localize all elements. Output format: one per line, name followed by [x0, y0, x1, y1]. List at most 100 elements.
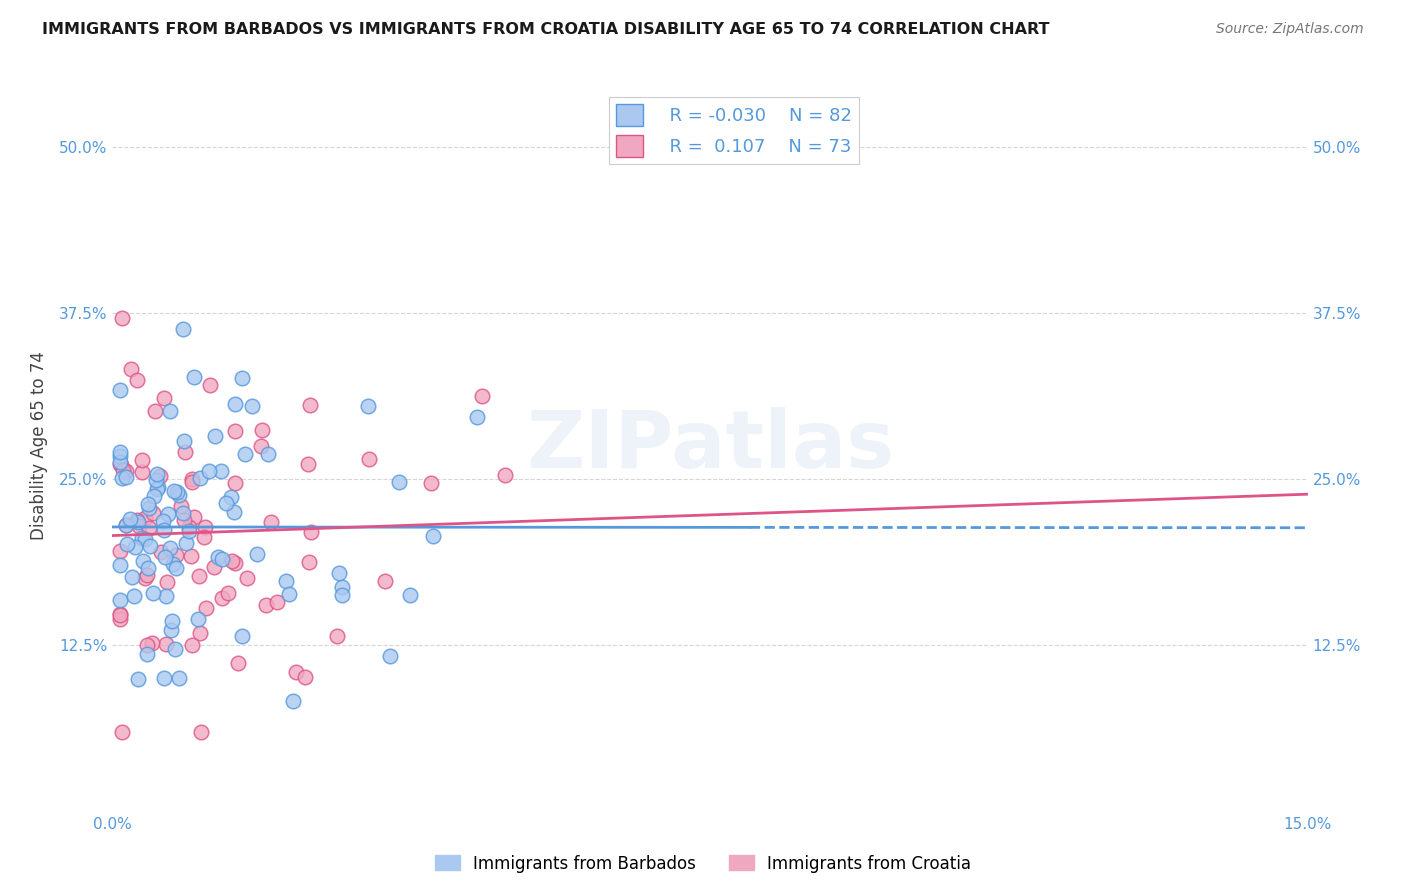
Point	[330, 588, 353, 602]
Point	[299, 398, 322, 412]
Text: Source: ZipAtlas.com: Source: ZipAtlas.com	[1216, 22, 1364, 37]
Point	[115, 518, 138, 533]
Point	[142, 586, 165, 600]
Point	[419, 475, 441, 490]
Point	[224, 397, 246, 411]
Point	[110, 445, 132, 459]
Point	[177, 519, 200, 533]
Point	[183, 509, 205, 524]
Point	[132, 554, 155, 568]
Point	[112, 463, 135, 477]
Point	[330, 581, 353, 595]
Point	[120, 361, 142, 376]
Point	[165, 561, 187, 575]
Point	[111, 310, 134, 325]
Point	[111, 725, 134, 739]
Point	[197, 464, 219, 478]
Point	[467, 409, 489, 424]
Point	[207, 549, 229, 564]
Point	[170, 499, 193, 513]
Point	[110, 384, 132, 398]
Point	[110, 455, 132, 469]
Point	[215, 496, 238, 510]
Point	[172, 506, 194, 520]
Point	[135, 648, 157, 662]
Point	[143, 404, 166, 418]
Point	[110, 449, 132, 463]
Y-axis label: Disability Age 65 to 74: Disability Age 65 to 74	[30, 351, 48, 541]
Point	[181, 638, 204, 652]
Point	[325, 629, 347, 643]
Point	[149, 469, 172, 483]
Point	[399, 588, 422, 602]
Point	[233, 447, 256, 461]
Point	[110, 458, 132, 472]
Point	[149, 544, 172, 558]
Point	[156, 575, 179, 590]
Point	[159, 541, 181, 556]
Point	[124, 589, 146, 603]
Point	[125, 373, 148, 387]
Point	[146, 482, 169, 496]
Point	[134, 532, 156, 546]
Point	[124, 540, 146, 554]
Point	[188, 568, 211, 582]
Point	[163, 641, 186, 656]
Point	[159, 404, 181, 418]
Point	[176, 536, 198, 550]
Point	[139, 539, 162, 553]
Point	[173, 444, 195, 458]
Point	[224, 557, 246, 571]
Point	[254, 598, 277, 612]
Point	[142, 507, 165, 521]
Point	[152, 671, 174, 685]
Point	[328, 566, 350, 581]
Point	[148, 480, 170, 494]
Point	[110, 592, 132, 607]
Text: ZIPatlas: ZIPatlas	[526, 407, 894, 485]
Point	[188, 626, 211, 640]
Point	[111, 470, 134, 484]
Point	[193, 520, 215, 534]
Point	[246, 548, 269, 562]
Point	[160, 623, 183, 637]
Point	[167, 488, 190, 502]
Point	[224, 424, 246, 438]
Point	[121, 569, 143, 583]
Point	[110, 543, 132, 558]
Point	[134, 571, 156, 585]
Point	[143, 489, 166, 503]
Point	[378, 648, 401, 663]
Point	[357, 399, 380, 413]
Point	[222, 506, 245, 520]
Point	[231, 371, 253, 385]
Point	[156, 507, 179, 521]
Point	[152, 514, 174, 528]
Point	[138, 521, 160, 535]
Point	[211, 551, 233, 566]
Point	[145, 474, 167, 488]
Point	[494, 467, 516, 482]
Point	[110, 608, 132, 623]
Point	[110, 612, 132, 626]
Point	[374, 574, 396, 588]
Point	[128, 518, 150, 533]
Point	[136, 568, 159, 582]
Point	[188, 471, 211, 485]
Point	[219, 490, 242, 504]
Point	[110, 558, 132, 572]
Point	[257, 446, 280, 460]
Point	[134, 511, 156, 525]
Point	[131, 465, 153, 479]
Point	[183, 369, 205, 384]
Point	[298, 556, 321, 570]
Point	[115, 470, 138, 484]
Point	[127, 513, 149, 527]
Point	[204, 428, 226, 442]
Point	[115, 537, 138, 551]
Point	[250, 439, 273, 453]
Point	[180, 549, 202, 563]
Point	[224, 476, 246, 491]
Point	[211, 591, 233, 605]
Legend: Immigrants from Barbados, Immigrants from Croatia: Immigrants from Barbados, Immigrants fro…	[427, 848, 979, 880]
